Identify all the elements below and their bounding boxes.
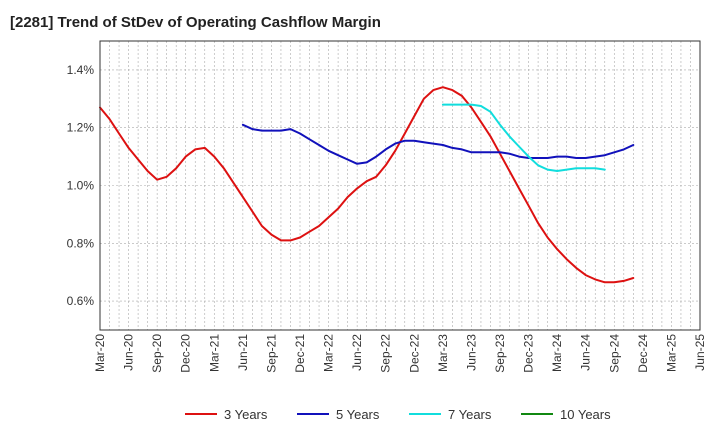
x-tick-label: Mar-24 xyxy=(550,334,564,372)
legend: 3 Years 5 Years 7 Years 10 Years xyxy=(185,407,611,422)
x-tick-label: Dec-20 xyxy=(179,334,193,373)
x-tick-label: Jun-23 xyxy=(464,334,478,371)
x-tick-label: Mar-21 xyxy=(207,334,221,372)
x-tick-label: Sep-23 xyxy=(493,334,507,373)
y-tick-label: 0.8% xyxy=(67,236,95,250)
x-tick-label: Dec-22 xyxy=(407,334,421,373)
x-axis-tick-labels: Mar-20 Jun-20 Sep-20 Dec-20 Mar-21 Jun-21 Sep-… xyxy=(93,334,707,373)
x-tick-label: Sep-21 xyxy=(264,334,278,373)
series-line-7-years xyxy=(441,103,606,172)
y-tick-label: 1.2% xyxy=(67,121,95,135)
legend-label-3-years: 3 Years xyxy=(224,407,268,422)
y-tick-label: 1.4% xyxy=(67,63,95,77)
x-tick-label: Jun-24 xyxy=(579,334,593,371)
series-line-5-years xyxy=(241,123,635,165)
x-tick-label: Dec-21 xyxy=(293,334,307,373)
x-tick-label: Sep-20 xyxy=(150,334,164,373)
x-tick-label: Jun-21 xyxy=(236,334,250,371)
x-tick-label: Sep-24 xyxy=(607,334,621,373)
x-tick-label: Dec-23 xyxy=(522,334,536,373)
legend-label-10-years: 10 Years xyxy=(560,407,611,422)
x-tick-label: Jun-20 xyxy=(122,334,136,371)
x-tick-label: Dec-24 xyxy=(636,334,650,373)
x-tick-label: Mar-25 xyxy=(664,334,678,372)
legend-label-7-years: 7 Years xyxy=(448,407,492,422)
y-axis-tick-labels: 0.6% 0.8% 1.0% 1.2% 1.4% xyxy=(67,63,95,308)
x-tick-label: Jun-25 xyxy=(693,334,707,371)
x-tick-label: Jun-22 xyxy=(350,334,364,371)
series-layer xyxy=(99,86,635,284)
x-tick-label: Mar-22 xyxy=(322,334,336,372)
x-tick-label: Mar-23 xyxy=(436,334,450,372)
plot-border xyxy=(99,40,701,331)
legend-label-5-years: 5 Years xyxy=(336,407,380,422)
series-line-3-years xyxy=(99,86,635,284)
y-tick-label: 0.6% xyxy=(67,294,95,308)
y-tick-label: 1.0% xyxy=(67,179,95,193)
x-tick-label: Mar-20 xyxy=(93,334,107,372)
x-tick-label: Sep-22 xyxy=(379,334,393,373)
chart-title: [2281] Trend of StDev of Operating Cashf… xyxy=(10,14,381,31)
